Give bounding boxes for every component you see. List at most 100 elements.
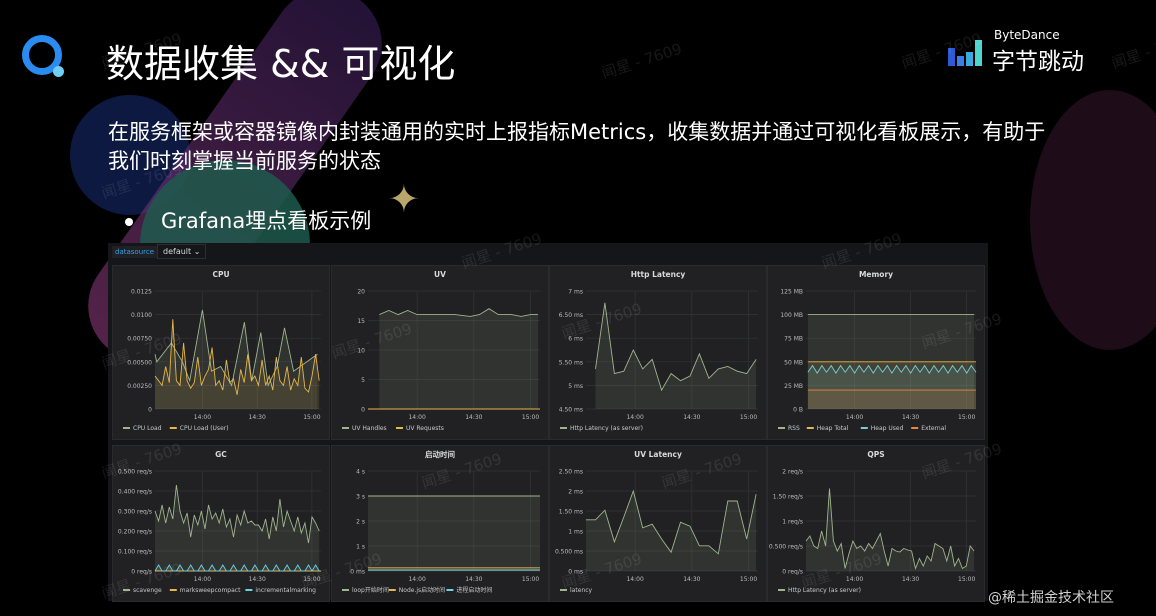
x-tick-label: 14:30 <box>249 414 266 421</box>
credit-text: @稀土掘金技术社区 <box>988 590 1114 606</box>
x-tick-label: 14:00 <box>846 414 863 421</box>
legend-item[interactable]: UV Handles <box>352 425 387 432</box>
panel-chart: 启动时间 0 ms 1 s 2 s 3 s 4 s 14:00 14:30 15:00 loop开… <box>342 449 540 594</box>
panel-2[interactable]: Http Latency 4.50 ms 5 ms 5.50 ms 6 ms 6.50 m… <box>549 265 767 440</box>
y-tick-label: 5 <box>361 377 365 384</box>
x-tick-label: 15:00 <box>740 576 757 583</box>
legend-item[interactable]: scavenge <box>133 587 162 594</box>
y-tick-label: 10 <box>357 348 365 355</box>
legend-item[interactable]: Node.js启动时间 <box>399 586 445 594</box>
panel-0[interactable]: CPU 0 0.00250 0.00500 0.00750 0.0100 0.0125 14:… <box>112 265 330 440</box>
y-tick-label: 100 MB <box>780 312 803 319</box>
y-tick-label: 0 ms <box>568 569 583 576</box>
legend-item[interactable]: CPU Load <box>133 425 162 432</box>
y-tick-label: 0.100 req/s <box>118 549 152 556</box>
legend-item[interactable]: incrementalmarking <box>255 587 316 594</box>
y-tick-label: 0.200 req/s <box>118 529 152 536</box>
y-tick-label: 0 req/s <box>782 569 803 576</box>
series-area <box>595 302 757 409</box>
x-tick-label: 15:00 <box>740 414 757 421</box>
panel-title: GC <box>215 450 227 459</box>
legend-item[interactable]: Heap Used <box>871 425 904 432</box>
legend-item[interactable]: marksweepcompact <box>180 587 241 594</box>
x-tick-label: 15:00 <box>303 414 320 421</box>
y-tick-label: 0.500 ms <box>555 549 583 556</box>
panel-6[interactable]: UV Latency 0 ms 0.500 ms 1 ms 1.50 ms 2 ms 2.5… <box>549 445 767 602</box>
y-tick-label: 1 s <box>356 544 365 551</box>
legend-swatch <box>911 427 919 429</box>
legend-item[interactable]: 进程启动时间 <box>456 586 492 594</box>
series-area <box>807 365 976 409</box>
x-tick-label: 15:00 <box>522 576 539 583</box>
y-tick-label: 2 s <box>356 519 365 526</box>
series-area <box>807 390 976 409</box>
y-tick-label: 0.500 req/s <box>118 469 152 476</box>
legend-item[interactable]: CPU Load (User) <box>180 425 229 432</box>
legend-item[interactable]: latency <box>570 587 592 594</box>
legend-swatch <box>342 589 349 591</box>
series-line <box>595 302 757 392</box>
y-tick-label: 1 ms <box>568 529 583 536</box>
y-tick-label: 2 req/s <box>782 469 803 476</box>
panel-chart: GC 0 req/s 0.100 req/s 0.200 req/s 0.300 req… <box>118 450 321 594</box>
x-tick-label: 14:30 <box>465 414 482 421</box>
series-area <box>586 491 757 571</box>
y-tick-label: 25 MB <box>784 383 803 390</box>
y-tick-label: 1.50 ms <box>559 509 583 516</box>
panel-3[interactable]: Memory 0 B 25 MB 50 MB 75 MB 100 MB 125 MB 14:0… <box>767 265 985 440</box>
legend-item[interactable]: loop开始时间 <box>352 586 389 594</box>
panel-title: QPS <box>867 450 884 459</box>
legend-item[interactable]: External <box>921 425 946 432</box>
bytedance-logo-icon <box>948 38 984 66</box>
y-tick-label: 1.50 req/s <box>773 494 803 501</box>
slide-title: 数据收集 && 可视化 <box>106 42 456 86</box>
x-tick-label: 14:30 <box>902 414 919 421</box>
legend-swatch <box>560 427 567 429</box>
x-tick-label: 14:00 <box>408 414 425 421</box>
y-tick-label: 6 ms <box>568 336 583 343</box>
legend-swatch <box>778 427 785 429</box>
series-area <box>155 319 320 409</box>
series-line <box>805 488 975 571</box>
y-tick-label: 75 MB <box>784 336 803 343</box>
panel-title: UV Latency <box>634 450 682 459</box>
y-tick-label: 0 req/s <box>131 569 152 576</box>
x-tick-label: 14:00 <box>626 414 643 421</box>
series-line <box>154 309 318 387</box>
series-area <box>155 485 320 571</box>
datasource-label: datasource <box>112 246 158 258</box>
y-tick-label: 20 <box>357 289 365 296</box>
bullet-dot-icon <box>125 218 133 226</box>
series-line <box>807 364 977 374</box>
brand-chinese: 字节跳动 <box>992 49 1084 75</box>
panel-chart: UV Latency 0 ms 0.500 ms 1 ms 1.50 ms 2 ms 2.5… <box>555 450 758 594</box>
y-tick-label: 6.50 ms <box>559 312 583 319</box>
star-icon: ✦ <box>388 177 420 221</box>
panel-4[interactable]: GC 0 req/s 0.100 req/s 0.200 req/s 0.300 req… <box>112 445 330 602</box>
brand-english: ByteDance <box>994 28 1060 42</box>
panel-chart: QPS 0 req/s 0.500 req/s 1 req/s 1.50 req/s 2 … <box>769 450 976 594</box>
legend-item[interactable]: UV Requests <box>406 425 444 432</box>
x-tick-label: 14:00 <box>194 576 211 583</box>
legend-swatch <box>396 427 403 429</box>
panel-5[interactable]: 启动时间 0 ms 1 s 2 s 3 s 4 s 14:00 14:30 15:00 loop开… <box>331 445 549 602</box>
panel-chart: Memory 0 B 25 MB 50 MB 75 MB 100 MB 125 MB 14:0… <box>778 270 977 432</box>
y-tick-label: 0.400 req/s <box>118 489 152 496</box>
panel-7[interactable]: QPS 0 req/s 0.500 req/s 1 req/s 1.50 req/s 2 … <box>767 445 985 602</box>
panel-title: Memory <box>859 270 893 279</box>
legend-item[interactable]: Heap Total <box>817 425 849 432</box>
panel-title: UV <box>434 270 446 279</box>
y-tick-label: 4 s <box>356 469 365 476</box>
panel-1[interactable]: UV 0 5 10 15 20 14:00 14:30 15:00 UV Handles UV Re… <box>331 265 549 440</box>
y-tick-label: 15 <box>357 318 365 325</box>
legend-item[interactable]: Http Latency (as server) <box>788 587 861 594</box>
bullet-text: Grafana埋点看板示例 <box>161 209 372 233</box>
datasource-select[interactable]: default ⌄ <box>157 244 207 259</box>
legend-item[interactable]: RSS <box>788 425 800 432</box>
y-tick-label: 0 B <box>793 407 803 414</box>
series-line <box>154 564 320 572</box>
legend-swatch <box>778 589 785 591</box>
series-area <box>379 308 539 409</box>
y-tick-label: 0 <box>148 407 152 414</box>
legend-item[interactable]: Http Latency (as server) <box>570 425 643 432</box>
